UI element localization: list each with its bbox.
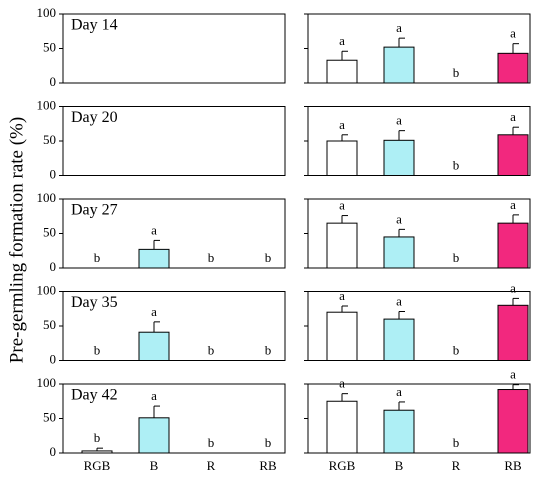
significance-letter: b: [265, 342, 272, 357]
significance-letter: b: [453, 435, 460, 450]
significance-letter: a: [396, 113, 402, 128]
significance-letter: a: [339, 117, 345, 132]
y-tick-label: 50: [43, 132, 56, 147]
y-tick-label: 0: [50, 444, 57, 459]
y-tick-label: 100: [37, 97, 57, 112]
bar: [383, 318, 415, 362]
significance-letter: a: [396, 211, 402, 226]
significance-letter: a: [151, 222, 157, 237]
bar: [497, 222, 529, 269]
y-tick-label: 50: [43, 224, 56, 239]
bar: [138, 248, 170, 269]
y-tick-label: 100: [37, 190, 57, 205]
significance-letter: a: [396, 384, 402, 399]
significance-letter: a: [339, 33, 345, 48]
significance-letter: a: [510, 26, 516, 41]
significance-letter: b: [208, 435, 215, 450]
y-axis-label: Pre-germling formation rate (%): [6, 117, 27, 363]
bar: [497, 389, 529, 454]
bar: [497, 134, 529, 176]
y-tick-label: 0: [50, 351, 57, 366]
significance-letter: a: [339, 376, 345, 391]
significance-letter: a: [510, 280, 516, 295]
significance-letter: b: [265, 435, 272, 450]
significance-letter: b: [94, 430, 101, 445]
significance-letter: b: [453, 157, 460, 172]
significance-letter: a: [396, 293, 402, 308]
panel-title: Day 14: [71, 17, 118, 34]
x-tick-label: RGB: [84, 458, 111, 473]
significance-letter: a: [339, 288, 345, 303]
significance-letter: b: [265, 250, 272, 265]
bar: [497, 304, 529, 361]
x-tick-label: RB: [259, 458, 277, 473]
y-tick-label: 100: [37, 282, 57, 297]
panel-title: Day 27: [71, 202, 118, 219]
bar: [326, 59, 358, 84]
significance-letter: a: [339, 198, 345, 213]
significance-letter: b: [208, 342, 215, 357]
significance-letter: a: [510, 109, 516, 124]
bar: [326, 222, 358, 269]
x-tick-label: RGB: [329, 458, 356, 473]
x-tick-label: R: [207, 458, 216, 473]
bar: [497, 52, 529, 84]
bar: [326, 140, 358, 176]
y-tick-label: 50: [43, 39, 56, 54]
y-tick-label: 100: [37, 5, 57, 20]
panel-title: Day 42: [71, 387, 118, 404]
significance-letter: b: [94, 250, 101, 265]
significance-letter: a: [151, 388, 157, 403]
bar: [81, 450, 113, 454]
significance-letter: a: [510, 197, 516, 212]
significance-letter: a: [151, 304, 157, 319]
bar: [326, 400, 358, 454]
bar: [138, 331, 170, 361]
significance-letter: b: [208, 250, 215, 265]
y-tick-label: 0: [50, 166, 57, 181]
panel-title: Day 35: [71, 294, 118, 311]
significance-letter: b: [453, 65, 460, 80]
x-tick-label: R: [452, 458, 461, 473]
bar: [383, 236, 415, 269]
panel-title: Day 20: [71, 109, 118, 126]
bar: [383, 139, 415, 176]
y-tick-label: 0: [50, 74, 57, 89]
bar: [383, 46, 415, 84]
bar: [138, 417, 170, 454]
y-tick-label: 100: [37, 375, 57, 390]
significance-letter: a: [396, 20, 402, 35]
y-tick-label: 50: [43, 409, 56, 424]
significance-letter: b: [94, 342, 101, 357]
x-tick-label: RB: [504, 458, 522, 473]
significance-letter: a: [510, 367, 516, 382]
bar: [326, 311, 358, 362]
y-tick-label: 0: [50, 259, 57, 274]
x-tick-label: B: [150, 458, 159, 473]
significance-letter: b: [453, 342, 460, 357]
significance-letter: b: [453, 250, 460, 265]
x-tick-label: B: [395, 458, 404, 473]
bar: [383, 409, 415, 454]
y-tick-label: 50: [43, 317, 56, 332]
